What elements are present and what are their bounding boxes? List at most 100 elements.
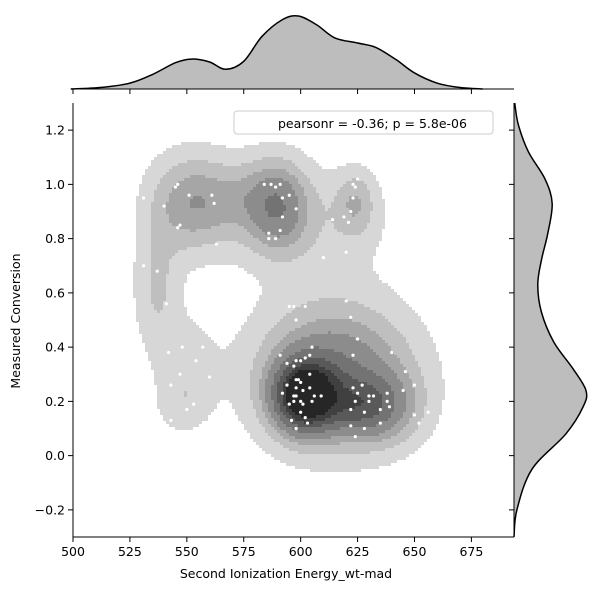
- scatter-points: [141, 177, 430, 439]
- data-point: [351, 386, 355, 390]
- data-point: [285, 361, 289, 365]
- y-tick-label: 0.8: [45, 231, 65, 246]
- data-point: [351, 182, 355, 186]
- data-point: [201, 345, 205, 349]
- data-point: [203, 318, 207, 322]
- x-marginal-kde: [70, 14, 514, 94]
- data-point: [378, 407, 382, 412]
- y-marginal-fill: [514, 103, 587, 537]
- data-point: [210, 193, 214, 197]
- data-point: [294, 426, 298, 431]
- data-point: [278, 228, 282, 233]
- data-point: [299, 380, 303, 384]
- data-point: [287, 193, 291, 197]
- data-point: [296, 378, 300, 382]
- data-point: [294, 318, 298, 322]
- data-point: [180, 345, 184, 349]
- data-point: [362, 426, 367, 431]
- data-point: [346, 220, 351, 224]
- data-point: [308, 353, 312, 357]
- data-point: [412, 196, 417, 200]
- x-axis-label: Second Ionization Energy_wt-mad: [180, 566, 392, 581]
- data-point: [280, 215, 285, 219]
- y-tick-label: 0.6: [45, 285, 65, 300]
- data-point: [349, 424, 353, 428]
- data-point: [194, 359, 198, 363]
- data-point: [426, 410, 430, 414]
- data-point: [355, 177, 360, 181]
- data-point: [305, 421, 310, 425]
- x-tick-label: 550: [175, 544, 199, 559]
- data-point: [187, 193, 191, 197]
- data-point: [301, 402, 305, 406]
- data-point: [299, 399, 303, 403]
- data-point: [292, 394, 296, 398]
- data-point: [310, 399, 314, 403]
- data-point: [262, 182, 266, 186]
- data-point: [294, 378, 298, 382]
- kde-level-8: [286, 370, 337, 418]
- data-point: [303, 304, 307, 309]
- data-point: [292, 364, 296, 368]
- data-point: [278, 353, 282, 357]
- x-marginal-curve: [70, 14, 483, 90]
- y-axis-label: Measured Conversion: [8, 253, 23, 388]
- data-point: [390, 350, 394, 355]
- data-point: [371, 394, 376, 398]
- data-point: [367, 399, 371, 403]
- data-point: [267, 237, 271, 241]
- data-point: [353, 435, 357, 439]
- y-tick-label: 1.2: [45, 123, 65, 138]
- data-point: [385, 399, 389, 403]
- data-point: [342, 215, 346, 219]
- data-point: [214, 242, 219, 246]
- x-tick-label: 500: [61, 544, 85, 559]
- data-point: [269, 182, 273, 186]
- data-point: [349, 315, 353, 319]
- data-point: [299, 359, 303, 363]
- data-point: [294, 386, 298, 390]
- x-tick-label: 650: [403, 544, 427, 559]
- data-point: [321, 256, 326, 260]
- data-point: [385, 391, 389, 395]
- data-point: [212, 201, 216, 205]
- joint-plot-area: [133, 142, 445, 472]
- data-point: [176, 226, 180, 230]
- data-point: [349, 209, 353, 214]
- data-point: [301, 388, 305, 393]
- data-point: [401, 388, 405, 393]
- data-point: [344, 250, 348, 254]
- data-point: [155, 269, 159, 273]
- data-point: [401, 215, 405, 219]
- data-point: [417, 421, 421, 425]
- data-point: [287, 304, 291, 309]
- data-point: [362, 410, 367, 414]
- data-point: [278, 182, 282, 186]
- data-point: [299, 410, 303, 414]
- data-point: [360, 383, 364, 387]
- data-point: [280, 391, 285, 395]
- data-point: [173, 185, 178, 189]
- data-point: [176, 182, 180, 186]
- data-point: [141, 196, 146, 200]
- legend: pearsonr = -0.36; p = 5.8e-06: [233, 110, 494, 135]
- data-point: [312, 394, 316, 398]
- data-point: [178, 223, 182, 227]
- data-point: [287, 402, 291, 406]
- y-tick-label: 1.0: [45, 177, 65, 192]
- data-point: [169, 418, 173, 422]
- data-point: [412, 383, 417, 387]
- data-point: [351, 353, 355, 357]
- data-point: [353, 185, 357, 189]
- data-point: [289, 418, 294, 422]
- data-point: [167, 350, 171, 355]
- x-tick-label: 600: [289, 544, 313, 559]
- x-tick-label: 575: [232, 544, 256, 559]
- data-point: [274, 237, 278, 241]
- data-point: [294, 394, 298, 398]
- data-point: [399, 253, 403, 257]
- data-point: [303, 416, 307, 420]
- axes: 500 525 550 575 600 625 650 675 −0.2 0.0 0.2 0.4 0.6…: [35, 103, 514, 559]
- data-point: [308, 372, 312, 376]
